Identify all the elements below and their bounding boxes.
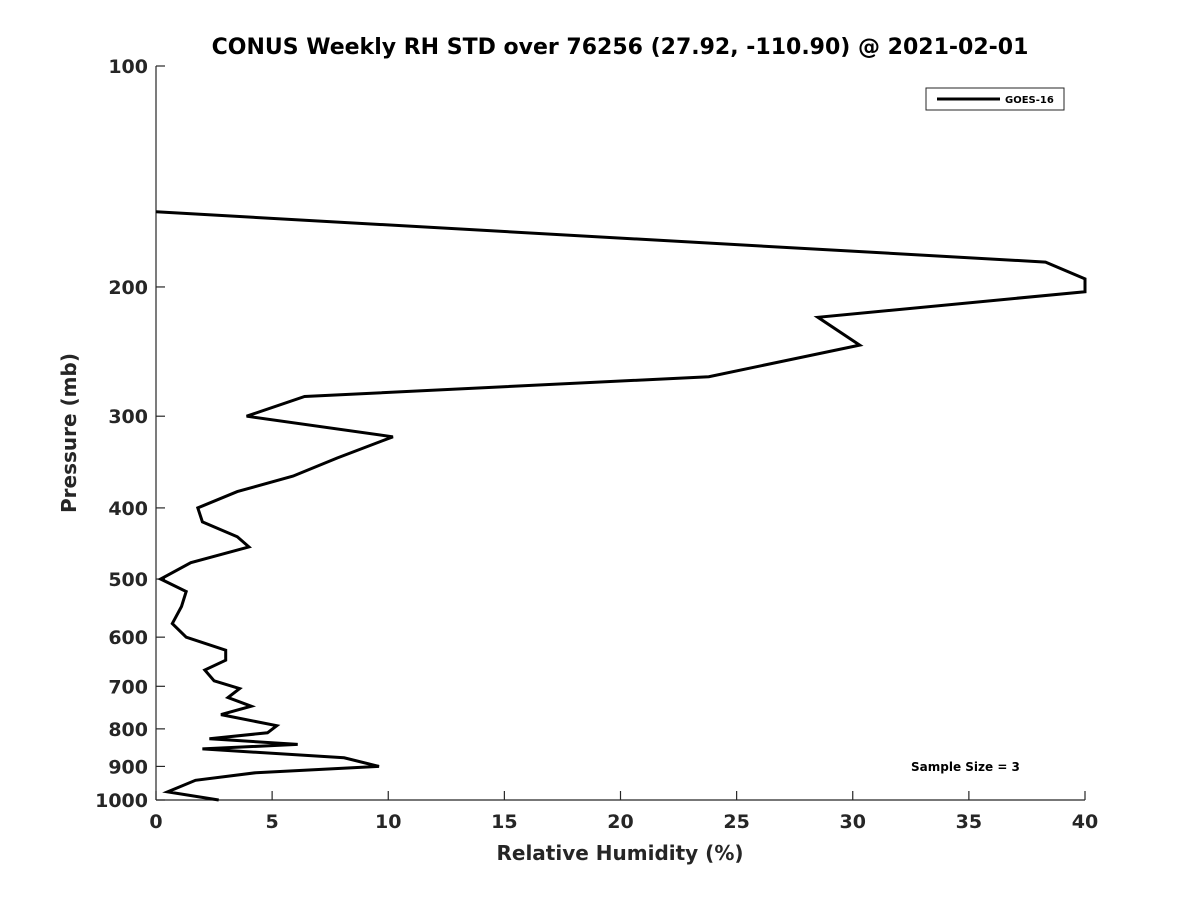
y-ticks: 100 200 300 400 500 600 700 800 900 1000 bbox=[95, 56, 165, 812]
series-layer bbox=[155, 210, 1087, 802]
y-tick-label: 300 bbox=[108, 406, 148, 428]
y-tick-label: 1000 bbox=[95, 790, 148, 812]
x-axis-title: Relative Humidity (%) bbox=[496, 841, 743, 865]
y-tick-label: 200 bbox=[108, 277, 148, 299]
series-line-goes-16 bbox=[155, 210, 1087, 802]
y-tick-label: 400 bbox=[108, 498, 148, 520]
x-tick-label: 5 bbox=[266, 811, 279, 833]
y-tick-label: 500 bbox=[108, 569, 148, 591]
y-tick-label: 900 bbox=[108, 756, 148, 778]
legend-label-goes-16: GOES-16 bbox=[1005, 95, 1054, 106]
x-tick-label: 0 bbox=[149, 811, 162, 833]
y-tick-label: 600 bbox=[108, 627, 148, 649]
sample-size-annotation: Sample Size = 3 bbox=[911, 760, 1020, 774]
legend: GOES-16 bbox=[925, 87, 1065, 111]
x-ticks: 0 5 10 15 20 25 30 35 40 bbox=[149, 791, 1098, 833]
x-tick-label: 35 bbox=[956, 811, 982, 833]
x-tick-label: 10 bbox=[375, 811, 401, 833]
x-tick-label: 30 bbox=[840, 811, 866, 833]
y-axis-title: Pressure (mb) bbox=[57, 353, 81, 513]
x-tick-label: 25 bbox=[723, 811, 749, 833]
y-tick-label: 100 bbox=[108, 56, 148, 78]
x-tick-label: 40 bbox=[1072, 811, 1098, 833]
chart-title: CONUS Weekly RH STD over 76256 (27.92, -… bbox=[212, 35, 1029, 60]
plot-area bbox=[155, 66, 1085, 801]
x-tick-label: 20 bbox=[607, 811, 633, 833]
y-tick-label: 700 bbox=[108, 676, 148, 698]
y-tick-label: 800 bbox=[108, 719, 148, 741]
x-tick-label: 15 bbox=[491, 811, 517, 833]
